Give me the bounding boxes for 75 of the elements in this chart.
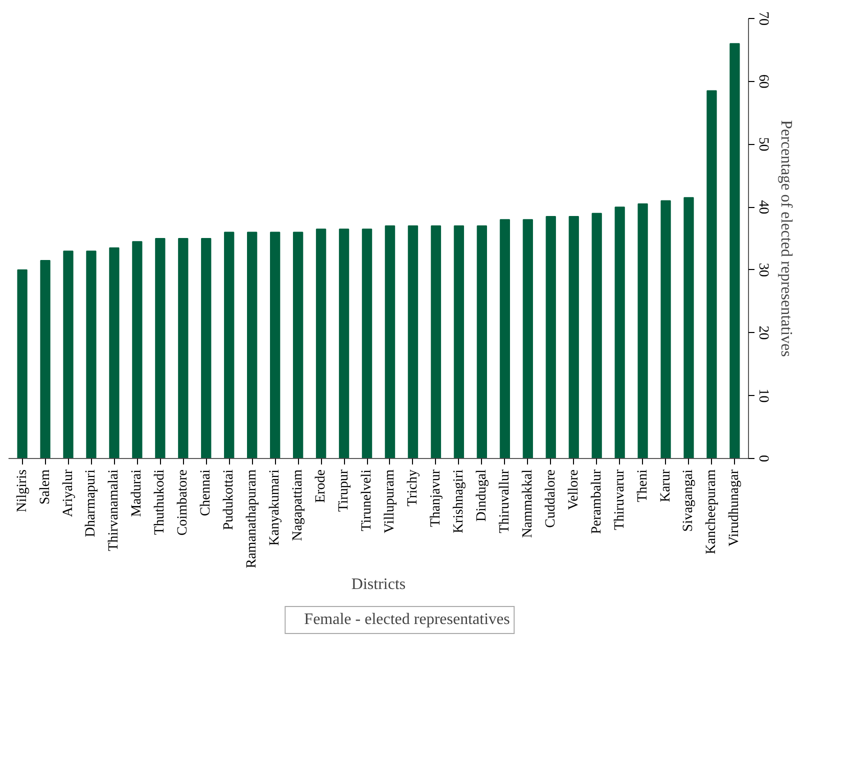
x-tick-label: Coimbatore: [176, 469, 191, 536]
x-tick-label: Kancheepuram: [704, 469, 720, 554]
x-tick-label: Krishnagiri: [451, 469, 466, 534]
bar: [178, 238, 188, 458]
bar: [40, 260, 50, 458]
x-tick-label: Ariyalur: [60, 469, 76, 517]
x-tick-label: Thirvanamalai: [106, 469, 122, 552]
x-tick-label: Tirupur: [336, 469, 352, 512]
x-tick-label: Tirunelveli: [360, 469, 375, 532]
x-axis-title: Districts: [351, 576, 406, 594]
bar: [224, 232, 234, 458]
x-tick-label: Thuthukodi: [152, 469, 168, 535]
bar: [684, 197, 694, 458]
bar: [155, 238, 166, 458]
x-tick-label: Thiruvallur: [497, 469, 512, 534]
bar: [270, 232, 280, 458]
bar: [17, 269, 28, 458]
y-tick-label: 60: [756, 74, 770, 88]
bar: [362, 228, 372, 458]
y-tick-label: 70: [756, 12, 770, 26]
y-tick-label: 20: [756, 326, 770, 340]
x-tick-label: Dharmapuri: [84, 469, 99, 538]
bar: [638, 203, 648, 458]
bar: [430, 225, 442, 458]
x-tick-label: Karur: [658, 469, 674, 502]
bar: [63, 250, 74, 458]
bar: [384, 225, 396, 458]
bar: [132, 241, 142, 458]
x-tick-label: Sivagangai: [681, 469, 696, 532]
y-tick-label: 0: [756, 455, 770, 462]
bar: [706, 90, 717, 458]
bar: [292, 232, 304, 458]
bar: [86, 250, 96, 458]
x-tick-label: Dindugal: [474, 469, 490, 522]
x-tick-label: Nagapattiam: [290, 469, 306, 542]
bar: [476, 225, 488, 458]
y-axis-title: Percentage of elected representatives: [778, 120, 794, 357]
x-tick-label: Virudhunagar: [727, 469, 742, 546]
y-tick-label: 10: [756, 388, 770, 403]
bar: [201, 238, 212, 458]
bar: [109, 247, 120, 458]
x-tick-label: Madurai: [130, 469, 145, 517]
x-tick-label: Thiruvarur: [612, 469, 628, 530]
bar: [408, 225, 418, 458]
x-tick-label: Villupuram: [382, 469, 398, 534]
x-tick-label: Theni: [635, 469, 650, 502]
bar: [522, 219, 533, 458]
x-tick-label: Pudukottai: [222, 469, 237, 530]
bar: [247, 232, 258, 458]
bar: [730, 43, 740, 458]
x-tick-label: Nammakkal: [520, 469, 536, 538]
bar: [614, 206, 625, 458]
bar: [546, 216, 556, 458]
bar: [568, 216, 579, 458]
text: Female - elected representatives: [304, 611, 510, 629]
x-tick-label: Cuddalore: [543, 469, 558, 528]
x-tick-label: Nilgiris: [14, 470, 30, 512]
bar: [454, 225, 464, 458]
y-tick-label: 40: [756, 200, 770, 214]
x-tick-label: Perambalur: [589, 469, 604, 534]
y-tick-label: 30: [756, 262, 770, 277]
x-tick-label: Salem: [38, 469, 53, 504]
bar: [338, 228, 350, 458]
bar: [660, 200, 671, 458]
x-tick-label: Kanyakumari: [268, 469, 283, 546]
x-tick-label: Ramanathapuram: [244, 469, 260, 568]
bar: [500, 219, 510, 458]
x-tick-label: Trichy: [405, 469, 420, 506]
x-tick-label: Thanjavur: [428, 469, 444, 528]
x-tick-label: Chennai: [198, 469, 214, 516]
y-tick-label: 50: [756, 137, 770, 152]
x-tick-label: Erode: [314, 469, 329, 503]
bar: [592, 212, 602, 458]
x-tick-label: Vellore: [566, 469, 582, 510]
bar: [316, 228, 326, 458]
